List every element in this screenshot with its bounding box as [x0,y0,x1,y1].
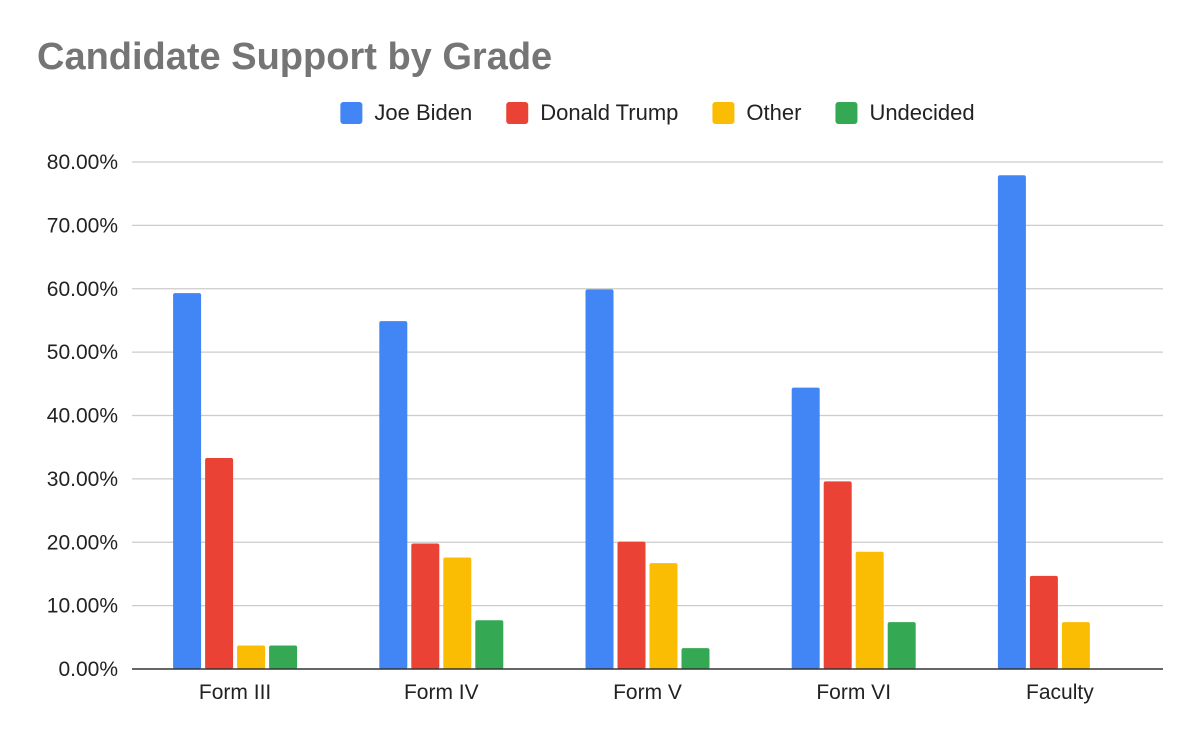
bar [475,620,504,669]
bar [585,289,614,669]
legend-swatch [835,102,858,124]
legend-swatch [506,102,529,124]
bar [411,543,440,669]
y-tick-label: 70.00% [47,214,118,237]
y-tick-label: 0.00% [58,658,118,681]
y-tick-label: 20.00% [47,531,118,554]
legend-label: Undecided [869,100,974,125]
x-axis: Form III Form IV Form V Form VI Faculty [199,681,1094,704]
bar [649,563,678,669]
x-tick-label: Form III [199,681,271,704]
bar [269,645,298,669]
y-gridlines [132,161,1163,607]
chart-legend: Joe Biden Donald Trump Other Undecided [340,100,975,125]
bar [443,557,472,669]
y-axis: 0.00% 10.00% 20.00% 30.00% 40.00% 50.00% 60.00… [47,151,118,681]
bar-series [173,175,1090,669]
bar [617,541,646,669]
bar [887,622,916,669]
bar [379,321,408,669]
legend-item: Other [712,100,801,125]
chart-title: Candidate Support by Grade [37,36,552,78]
category-group [173,293,298,669]
bar [681,648,710,669]
y-tick-label: 80.00% [47,151,118,174]
legend-label: Donald Trump [540,100,678,125]
category-group [791,387,916,669]
category-group [379,321,504,669]
x-tick-label: Faculty [1026,681,1094,704]
y-tick-label: 40.00% [47,405,118,428]
category-group [585,289,710,669]
bar [205,457,234,669]
bar [823,481,852,669]
y-tick-label: 60.00% [47,278,118,301]
legend-item: Joe Biden [340,100,472,125]
legend-label: Other [746,100,801,125]
bar [997,175,1026,669]
x-tick-label: Form VI [816,681,891,704]
legend-item: Donald Trump [506,100,678,125]
legend-label: Joe Biden [374,100,472,125]
y-tick-label: 10.00% [47,595,118,618]
x-tick-label: Form IV [404,681,479,704]
y-tick-label: 30.00% [47,468,118,491]
bar [1029,575,1058,669]
legend-item: Undecided [835,100,975,125]
bar [173,293,202,669]
bar [791,387,820,669]
legend-swatch [340,102,363,124]
legend-swatch [712,102,735,124]
x-tick-label: Form V [613,681,682,704]
bar [237,645,266,669]
bar [1061,622,1090,669]
category-group [997,175,1090,669]
y-tick-label: 50.00% [47,341,118,364]
bar [855,551,884,669]
